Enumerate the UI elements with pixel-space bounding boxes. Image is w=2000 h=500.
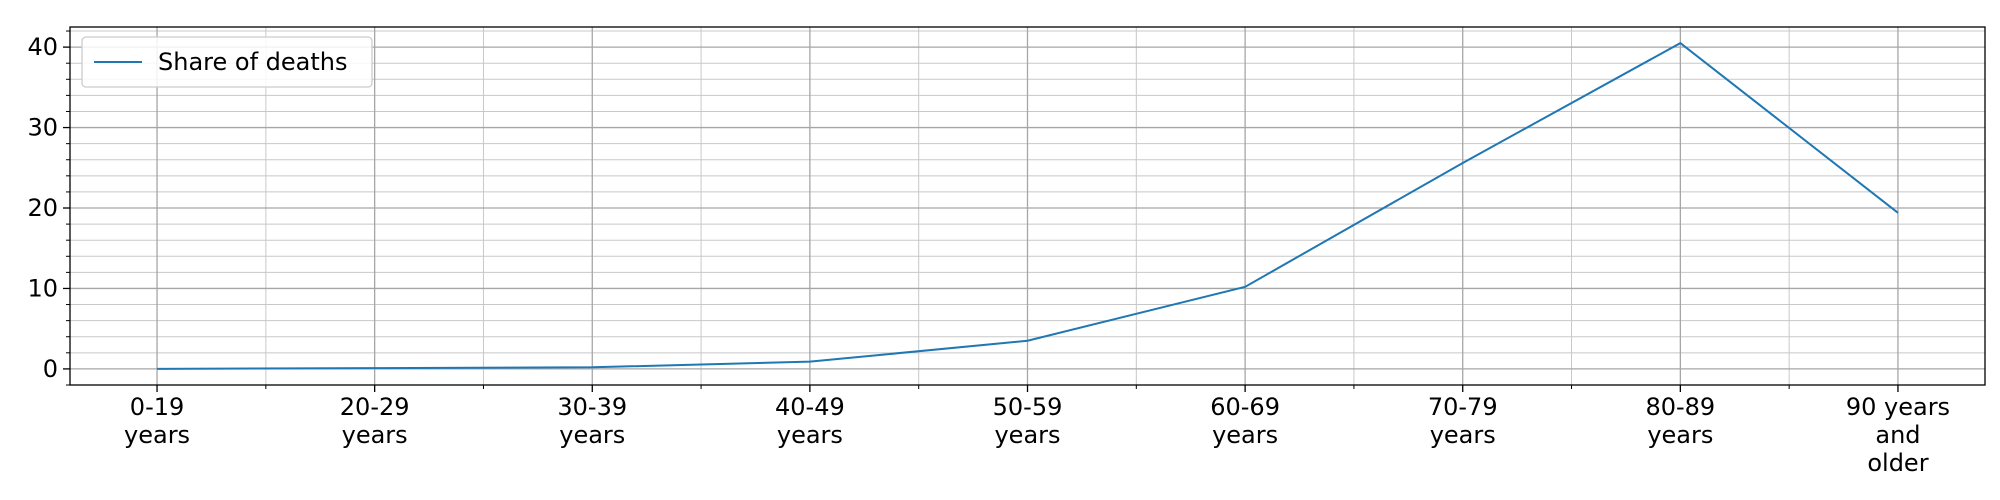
x-tick-label-line: years xyxy=(342,421,408,449)
legend-box xyxy=(81,36,373,88)
grid-layer xyxy=(70,27,1985,386)
x-tick-label-line: 0-19 xyxy=(130,393,184,421)
legend-label: Share of deaths xyxy=(158,48,347,76)
x-tick-label: 80-89 years xyxy=(1645,393,1715,449)
x-tick-label-line: older xyxy=(1867,449,1928,477)
x-tick-label-line: 80-89 xyxy=(1645,393,1715,421)
series-layer xyxy=(157,41,1899,370)
x-tick-label: 50-59 years xyxy=(993,393,1063,449)
x-tick-label-line: 20-29 xyxy=(340,393,410,421)
series-line xyxy=(157,41,1899,370)
x-tick-label-line: 70-79 xyxy=(1428,393,1498,421)
x-tick-label-line: years xyxy=(777,421,843,449)
y-tick-label: 10 xyxy=(27,274,58,302)
x-tick-label: 60-69 years xyxy=(1210,393,1280,449)
legend: Share of deaths xyxy=(81,36,373,88)
x-tick-label-line: years xyxy=(1212,421,1278,449)
x-tick-label-line: years xyxy=(994,421,1060,449)
y-tick-label: 20 xyxy=(27,194,58,222)
x-tick-label: 0-19 years xyxy=(124,393,190,449)
x-tick-label: 40-49 years xyxy=(775,393,845,449)
y-tick-label: 30 xyxy=(27,114,58,142)
x-tick-label-line: 30-39 xyxy=(557,393,627,421)
x-tick-label-line: years xyxy=(1647,421,1713,449)
x-tick-label-line: 50-59 xyxy=(993,393,1063,421)
y-tick-label: 40 xyxy=(27,33,58,61)
x-tick-label-line: years xyxy=(559,421,625,449)
x-tick-label: 30-39 years xyxy=(557,393,627,449)
y-tick-label: 0 xyxy=(43,355,58,383)
x-tick-label-line: 90 years xyxy=(1846,393,1950,421)
x-tick-label: 90 years and older xyxy=(1846,393,1950,477)
x-tick-label-line: 40-49 xyxy=(775,393,845,421)
x-tick-label: 70-79 years xyxy=(1428,393,1498,449)
x-tick-label: 20-29 years xyxy=(340,393,410,449)
x-tick-label-line: years xyxy=(124,421,190,449)
x-tick-label-line: and xyxy=(1875,421,1920,449)
x-tick-label-line: years xyxy=(1430,421,1496,449)
x-tick-label-line: 60-69 xyxy=(1210,393,1280,421)
